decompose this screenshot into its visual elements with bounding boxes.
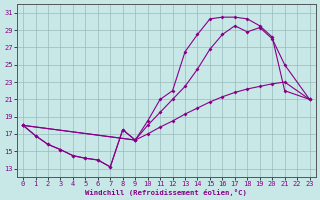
X-axis label: Windchill (Refroidissement éolien,°C): Windchill (Refroidissement éolien,°C) <box>85 189 247 196</box>
